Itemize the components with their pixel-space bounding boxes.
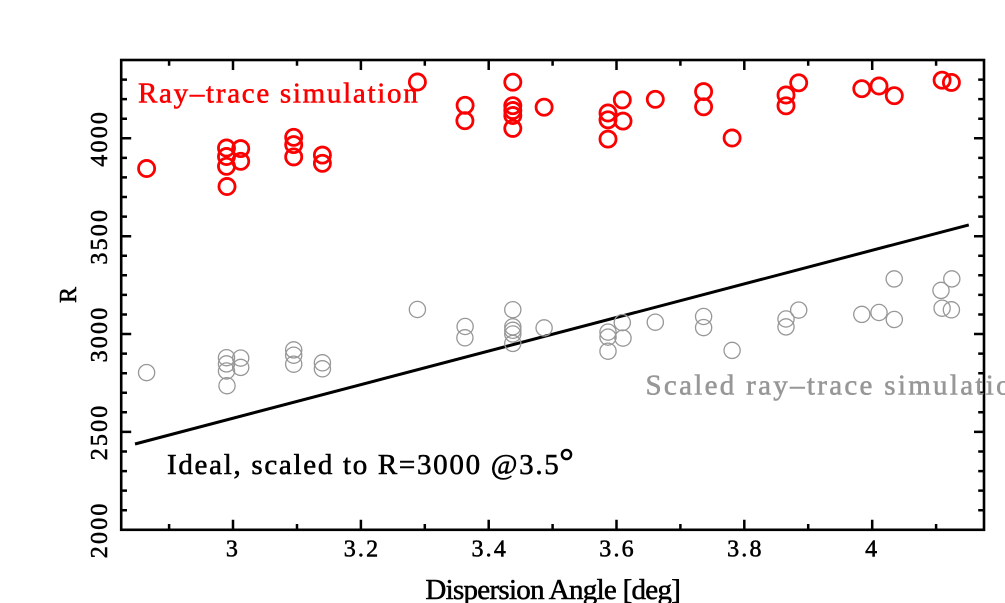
svg-text:3: 3 xyxy=(226,536,240,562)
svg-text:2500: 2500 xyxy=(87,403,113,460)
svg-text:3.8: 3.8 xyxy=(727,536,764,562)
svg-text:3.4: 3.4 xyxy=(471,536,508,562)
svg-text:Ideal, scaled to R=3000 @3.5: Ideal, scaled to R=3000 @3.5 xyxy=(167,449,560,481)
svg-text:4: 4 xyxy=(865,536,879,562)
svg-text:3000: 3000 xyxy=(87,306,113,363)
svg-text:R: R xyxy=(56,287,82,303)
svg-text:3.6: 3.6 xyxy=(599,536,636,562)
svg-text:3.2: 3.2 xyxy=(344,536,381,562)
svg-text:Dispersion Angle [deg]: Dispersion Angle [deg] xyxy=(425,574,680,603)
svg-text:2000: 2000 xyxy=(87,501,113,558)
svg-text:Ray–trace simulation: Ray–trace simulation xyxy=(138,77,419,109)
svg-text:3500: 3500 xyxy=(87,208,113,265)
svg-text:Scaled ray–trace simulation: Scaled ray–trace simulation xyxy=(646,370,1005,402)
svg-text:4000: 4000 xyxy=(87,110,113,167)
